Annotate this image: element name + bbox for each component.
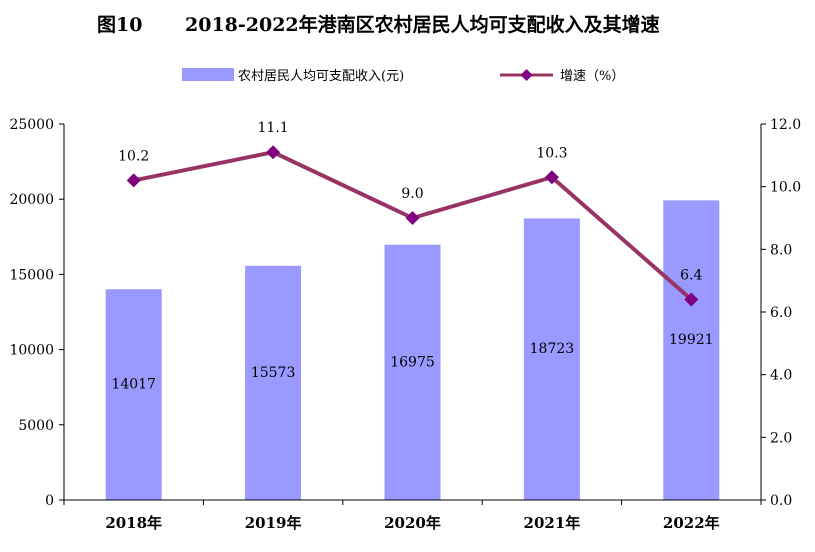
income-data-label: 18723 — [530, 341, 575, 357]
income-bar — [523, 218, 580, 501]
x-axis-tick-label: 2022年 — [663, 514, 720, 532]
x-axis-tick-label: 2019年 — [245, 514, 302, 532]
legend-swatch-growth-marker — [520, 69, 533, 81]
right-axis-tick-label: 12.0 — [770, 117, 801, 133]
income-data-label: 19921 — [669, 332, 714, 348]
growth-line-layer — [126, 145, 699, 307]
growth-data-label: 10.2 — [118, 148, 149, 164]
income-data-label: 16975 — [390, 354, 435, 370]
growth-data-label: 9.0 — [401, 186, 423, 202]
data-labels-layer: 14017 15573 16975 18723 19921 10.2 11.1 9.0 10.3… — [111, 120, 713, 392]
x-axis-tick-label: 2021年 — [524, 514, 581, 532]
legend-label-income: 农村居民人均可支配收入(元) — [238, 69, 404, 84]
growth-marker — [684, 292, 699, 307]
left-axis-tick-label: 0 — [45, 493, 54, 509]
bars-layer — [105, 200, 720, 501]
left-axis-tick-label: 5000 — [18, 418, 54, 434]
income-data-label: 14017 — [111, 377, 156, 393]
axes-layer: 0 5000 10000 15000 20000 25000 0.0 2.0 4.0 6.0 8.0… — [9, 117, 801, 532]
chart-title: 2018-2022年港南区农村居民人均可支配收入及其增速 — [185, 13, 660, 36]
growth-marker — [126, 173, 141, 188]
left-axis-tick-label: 20000 — [9, 192, 54, 208]
x-axis-tick-label: 2020年 — [384, 514, 441, 532]
left-axis-tick-label: 25000 — [9, 117, 54, 133]
growth-data-label: 6.4 — [680, 267, 702, 283]
right-axis-tick-label: 8.0 — [770, 242, 792, 258]
left-axis-tick-label: 10000 — [9, 343, 54, 359]
right-axis-tick-label: 2.0 — [770, 430, 792, 446]
legend: 农村居民人均可支配收入(元) 增速（%） — [182, 68, 624, 84]
growth-data-label: 10.3 — [536, 145, 567, 161]
right-axis-tick-label: 0.0 — [770, 493, 792, 509]
income-bar — [245, 265, 302, 500]
legend-swatch-income — [182, 68, 234, 81]
growth-marker — [544, 170, 559, 185]
growth-marker — [266, 145, 281, 160]
growth-data-label: 11.1 — [258, 120, 289, 136]
figure-number: 图10 — [97, 14, 142, 36]
right-axis-tick-label: 10.0 — [770, 180, 801, 196]
income-data-label: 15573 — [251, 365, 296, 381]
income-bar — [663, 200, 720, 500]
x-axis-tick-label: 2018年 — [105, 514, 162, 532]
income-bar — [105, 289, 162, 500]
income-bar — [384, 244, 441, 500]
right-axis-tick-label: 4.0 — [770, 368, 792, 384]
left-axis-tick-label: 15000 — [9, 267, 54, 283]
right-axis-tick-label: 6.0 — [770, 305, 792, 321]
growth-marker — [405, 211, 420, 225]
legend-label-growth: 增速（%） — [560, 69, 624, 84]
